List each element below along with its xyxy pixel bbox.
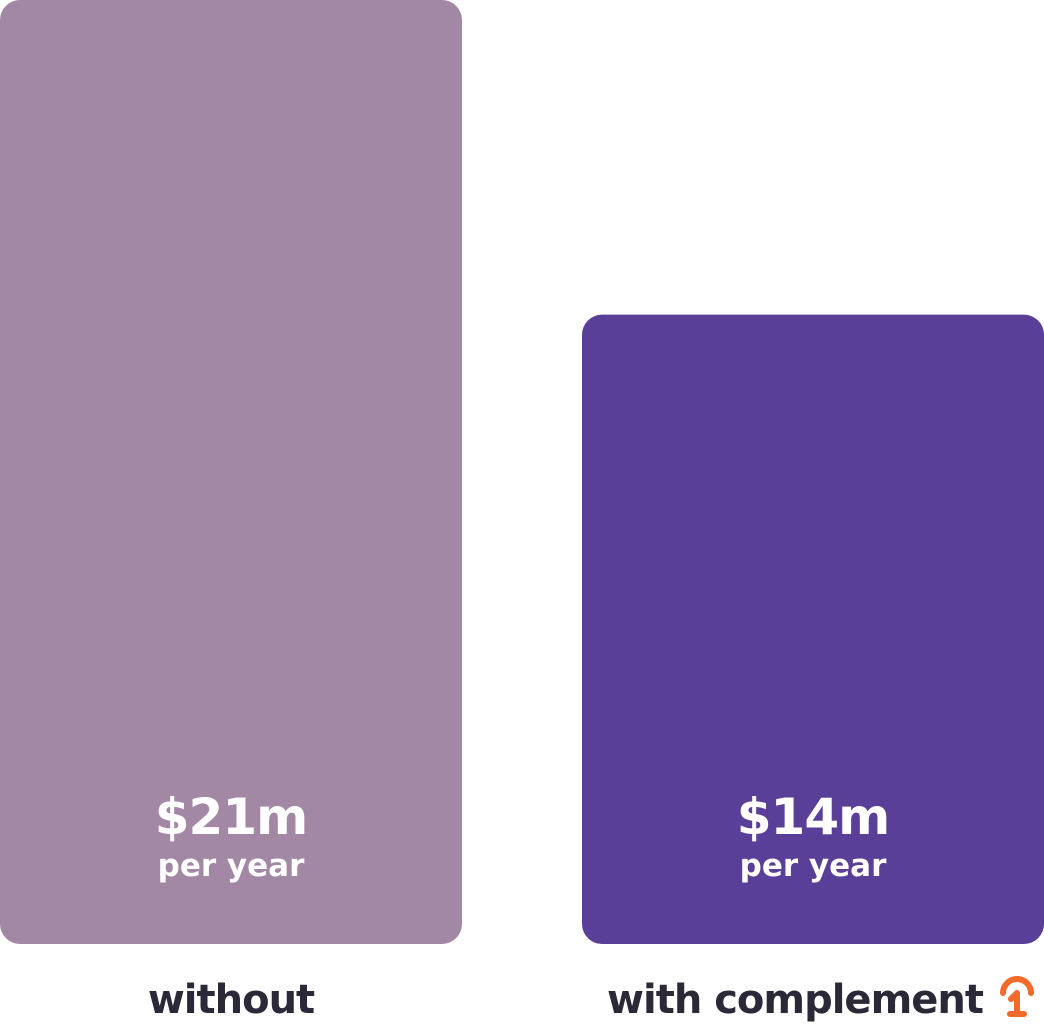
category-label: with complement: [607, 977, 984, 1023]
unit-label: per year: [740, 848, 887, 884]
unit-label: per year: [158, 848, 305, 884]
bar: [582, 314, 1044, 945]
brand-icon: [1000, 976, 1034, 1017]
value-label: $21m: [155, 788, 307, 846]
value-label: $14m: [737, 788, 889, 846]
bar: [0, 0, 462, 944]
brand-icon-arc: [1000, 976, 1034, 996]
category-label: without: [148, 977, 315, 1023]
brand-icon-stem: [1007, 990, 1027, 1017]
